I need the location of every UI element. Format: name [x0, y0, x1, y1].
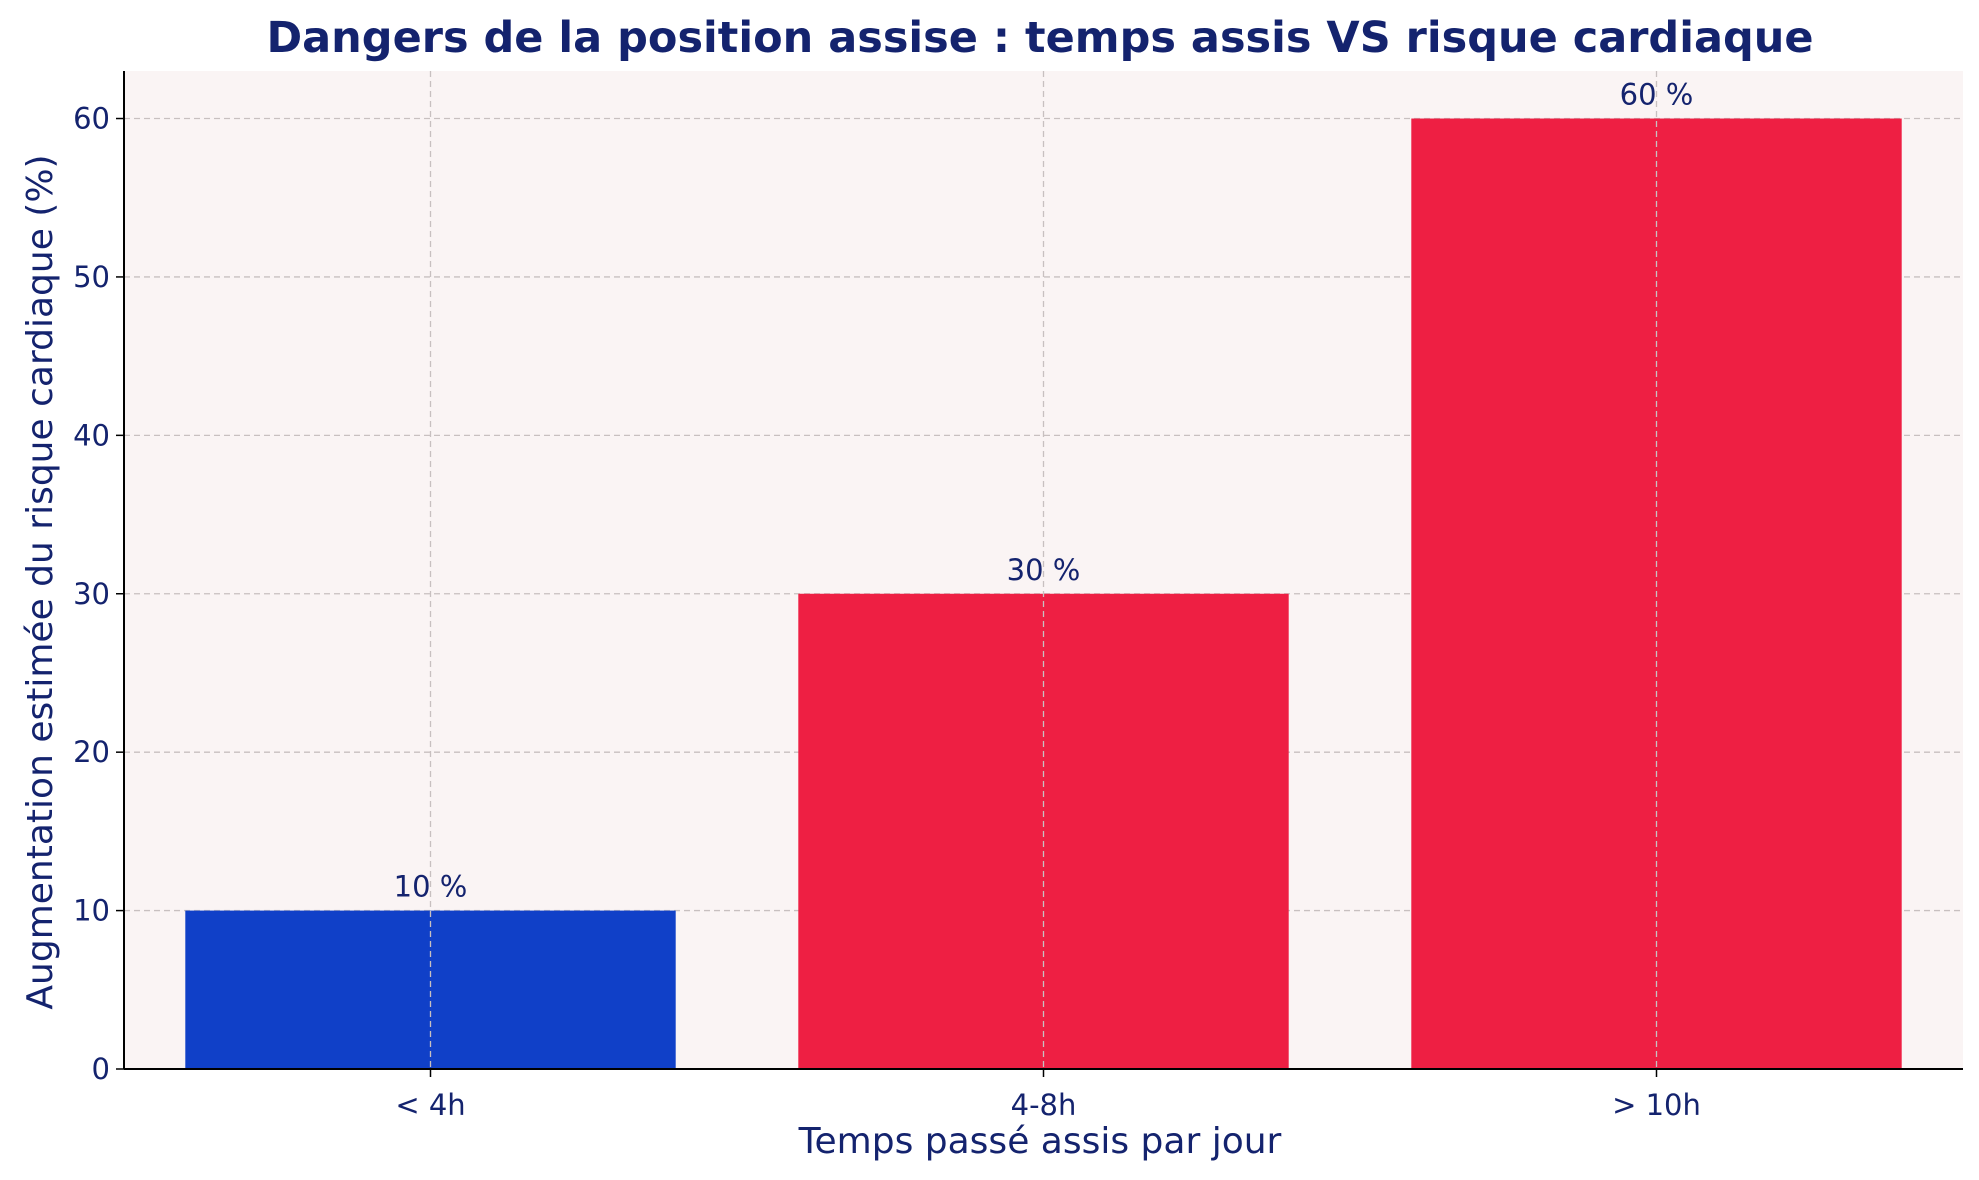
vertical-grid-lines [429, 71, 1658, 1069]
y-tick-label: 30 [73, 577, 110, 611]
y-tick-label: 20 [73, 735, 110, 769]
x-axis-ticks: < 4h 4-8h > 10h [395, 1069, 1701, 1122]
x-axis-label: Temps passé assis par jour [798, 1121, 1282, 1162]
bar-value-label: 60 % [1620, 78, 1694, 112]
x-tick-label: < 4h [395, 1088, 465, 1122]
bar-value-label: 30 % [1007, 553, 1081, 587]
bar-value-label: 10 % [394, 870, 468, 904]
y-tick-label: 0 [92, 1052, 110, 1086]
y-tick-label: 50 [73, 260, 110, 294]
y-tick-label: 10 [73, 894, 110, 928]
chart-title: Dangers de la position assise : temps as… [266, 13, 1813, 63]
x-tick-label: 4-8h [1011, 1088, 1077, 1122]
y-axis-label: Augmentation estimée du risque cardiaque… [20, 154, 61, 1009]
y-axis-ticks: 0 10 20 30 40 50 60 [73, 102, 124, 1086]
y-tick-label: 40 [73, 418, 110, 452]
x-tick-label: > 10h [1612, 1088, 1701, 1122]
y-tick-label: 60 [73, 102, 110, 136]
value-labels: 10 % 30 % 60 % [394, 78, 1694, 904]
